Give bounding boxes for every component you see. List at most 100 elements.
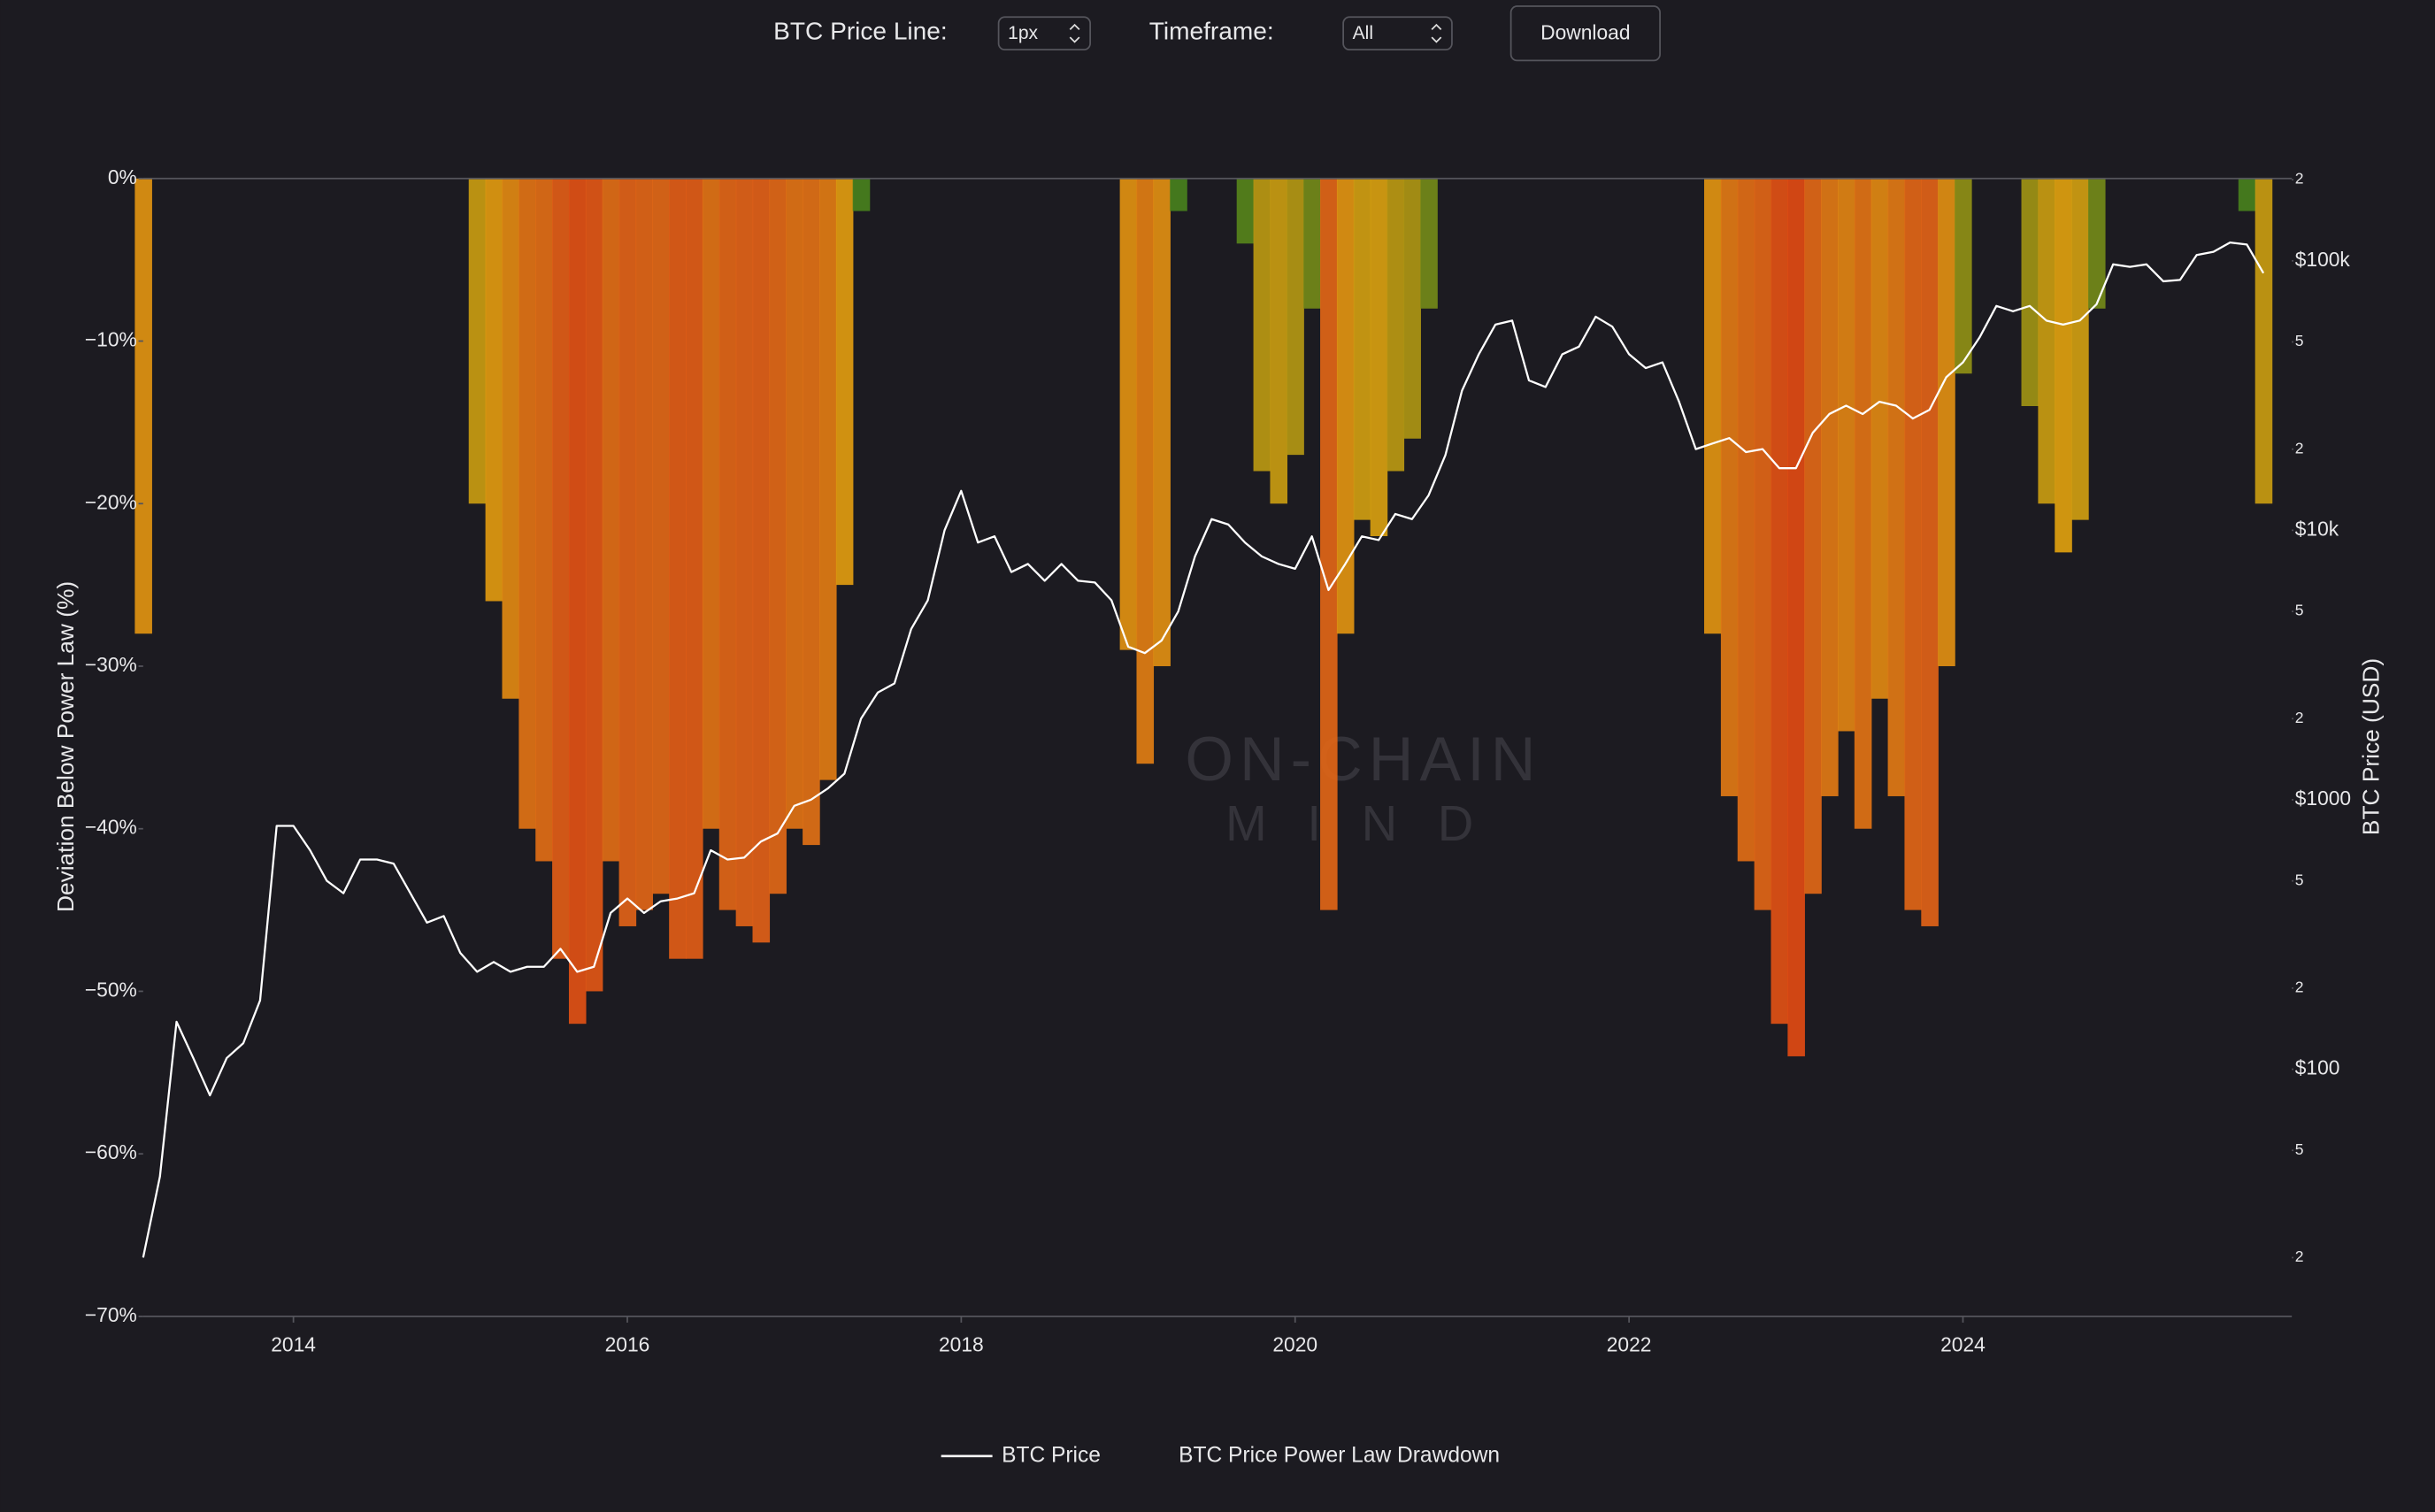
select-arrows [1069, 23, 1080, 43]
drawdown-bar [2071, 178, 2089, 520]
drawdown-bar [1320, 178, 1338, 910]
y2-tick-label: 2 [2295, 1247, 2304, 1265]
drawdown-bar [769, 178, 787, 894]
drawdown-bar [485, 178, 503, 602]
price-line-select[interactable] [997, 16, 1091, 51]
timeframe-value[interactable]: All [1353, 23, 1373, 43]
y2-tick-label: $100k [2295, 248, 2351, 271]
drawdown-bar [1270, 178, 1288, 504]
drawdown-bar [1704, 178, 1722, 634]
drawdown-bar [786, 178, 803, 829]
x-tick-label: 2024 [1940, 1332, 1986, 1355]
y2-tick-label: 2 [2295, 439, 2304, 457]
y2-tick-label: $1000 [2295, 787, 2351, 810]
drawdown-bar [2038, 178, 2055, 504]
legend-label[interactable]: BTC Price Power Law Drawdown [1179, 1443, 1500, 1467]
drawdown-bar [735, 178, 754, 926]
drawdown-bar [502, 178, 520, 699]
y2-tick-label: 2 [2295, 978, 2304, 995]
drawdown-bar [535, 178, 553, 862]
drawdown-bar [669, 178, 687, 959]
select-arrows [1431, 23, 1442, 43]
drawdown-bar [602, 178, 620, 862]
x-tick-label: 2022 [1607, 1332, 1652, 1355]
drawdown-bar [2021, 178, 2039, 407]
drawdown-bar [1336, 178, 1355, 634]
drawdown-bar [1236, 178, 1255, 244]
drawdown-bar [1837, 178, 1855, 732]
timeframe-label: Timeframe: [1149, 17, 1274, 44]
drawdown-bar [1287, 178, 1304, 456]
drawdown-bar [1754, 178, 1772, 910]
drawdown-bar [635, 178, 653, 910]
drawdown-bar [134, 178, 152, 634]
y-tick-label: −50% [85, 978, 137, 1001]
drawdown-bar [1153, 178, 1171, 666]
drawdown-bar [552, 178, 570, 959]
watermark: MIND [1225, 795, 1514, 851]
y-tick-label: −20% [85, 490, 137, 513]
drawdown-bar [1303, 178, 1321, 309]
drawdown-bar [702, 178, 720, 829]
x-tick-label: 2016 [605, 1332, 650, 1355]
price-line-label: BTC Price Line: [773, 17, 948, 44]
drawdown-bar [1403, 178, 1421, 439]
y2-tick-label: 5 [2295, 332, 2304, 349]
drawdown-bar [752, 178, 771, 943]
y2-tick-label: $100 [2295, 1056, 2340, 1079]
drawdown-bar [686, 178, 703, 959]
drawdown-bar [1854, 178, 1872, 829]
download-label[interactable]: Download [1540, 21, 1630, 44]
drawdown-bar [585, 178, 603, 992]
drawdown-bar [2238, 178, 2256, 211]
drawdown-bar [568, 178, 587, 1025]
download-button[interactable] [1509, 5, 1661, 62]
drawdown-bar [468, 178, 487, 504]
y2-tick-label: 5 [2295, 871, 2304, 888]
drawdown-bar [1821, 178, 1839, 796]
drawdown-bar [2087, 178, 2106, 309]
bars [134, 178, 2273, 1056]
y2-tick-label: 5 [2295, 1140, 2304, 1158]
x-tick-label: 2018 [939, 1332, 984, 1355]
drawdown-bar [1737, 178, 1755, 862]
drawdown-bar [1370, 178, 1388, 536]
drawdown-bar [1353, 178, 1371, 520]
y-tick-label: 0% [108, 165, 137, 188]
drawdown-bar [1955, 178, 1972, 374]
drawdown-bar [1386, 178, 1405, 472]
y2-tick-label: 2 [2295, 709, 2304, 726]
lines [142, 241, 2265, 1258]
drawdown-bar [1720, 178, 1739, 796]
y2-tick-label: $10k [2295, 517, 2339, 540]
drawdown-bar [1170, 178, 1187, 211]
x-tick-label: 2020 [1272, 1332, 1317, 1355]
drawdown-bar [1787, 178, 1805, 1056]
y-tick-label: −40% [85, 816, 137, 839]
drawdown-bar [1136, 178, 1155, 764]
drawdown-bar [2055, 178, 2072, 553]
y2-axis-title: BTC Price (USD) [2357, 658, 2384, 835]
legend-label[interactable]: BTC Price [1002, 1443, 1101, 1467]
drawdown-bar [818, 178, 837, 780]
drawdown-bar [1921, 178, 1939, 926]
y-tick-label: −10% [85, 328, 137, 351]
y-axis-title: Deviation Below Power Law (%) [52, 581, 79, 912]
y-tick-label: −60% [85, 1140, 137, 1163]
watermark: ON-CHAIN [1185, 724, 1541, 794]
y2-tick-label: 5 [2295, 602, 2304, 619]
drawdown-bar [2254, 178, 2273, 504]
timeframe-select[interactable] [1342, 16, 1453, 51]
y-tick-label: −70% [85, 1303, 137, 1326]
drawdown-bar [1904, 178, 1923, 910]
drawdown-bar [652, 178, 670, 894]
drawdown-bar [1887, 178, 1906, 796]
drawdown-bar [1771, 178, 1789, 1025]
price-line-value[interactable]: 1px [1008, 23, 1038, 43]
drawdown-bar [718, 178, 737, 910]
price-line [142, 241, 2265, 1258]
drawdown-bar [1870, 178, 1889, 699]
drawdown-bar [1253, 178, 1271, 472]
